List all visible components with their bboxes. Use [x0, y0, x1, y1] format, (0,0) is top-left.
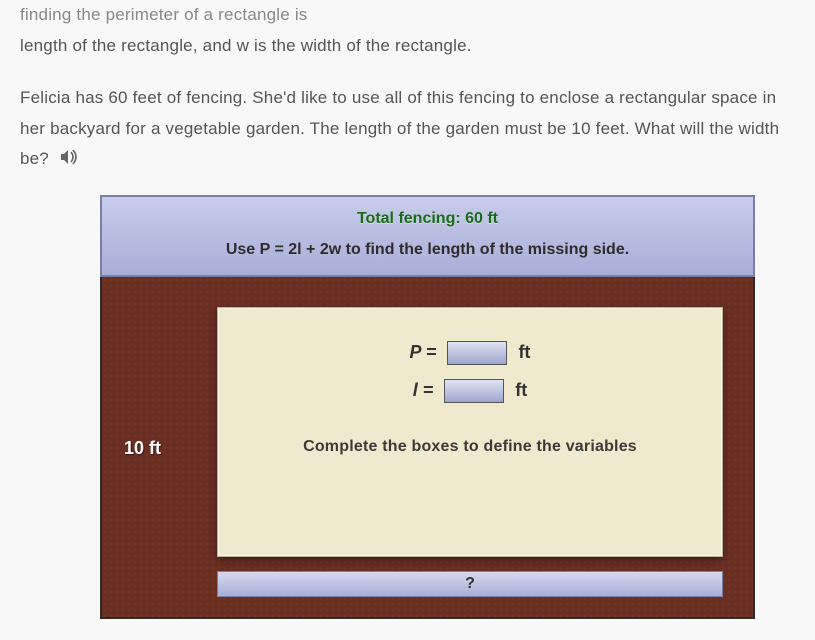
- p-unit: ft: [518, 342, 530, 362]
- problem-paragraph-2-text: Felicia has 60 feet of fencing. She'd li…: [20, 88, 779, 168]
- p-label: P =: [410, 342, 437, 362]
- problem-text: finding the perimeter of a rectangle is …: [20, 0, 795, 175]
- l-unit: ft: [515, 380, 527, 400]
- widget-header: Total fencing: 60 ft Use P = 2l + 2w to …: [100, 195, 755, 277]
- unknown-side-bar: ?: [217, 571, 723, 597]
- problem-paragraph-2: Felicia has 60 feet of fencing. She'd li…: [20, 88, 779, 168]
- unknown-side-label: ?: [465, 575, 475, 592]
- equation-row-p: P = ft: [242, 336, 698, 368]
- equation-row-l: l = ft: [242, 374, 698, 406]
- panel-instruction: Complete the boxes to define the variabl…: [242, 433, 698, 462]
- equation-block: P = ft l = ft: [242, 336, 698, 407]
- l-label: l =: [413, 380, 434, 400]
- partial-cutoff-line: finding the perimeter of a rectangle is: [20, 0, 795, 31]
- side-length-label: 10 ft: [124, 432, 161, 464]
- widget-header-subtitle: Use P = 2l + 2w to find the length of th…: [114, 236, 741, 265]
- widget-body: 10 ft P = ft l = ft Complete the boxes t…: [100, 277, 755, 619]
- widget-header-title: Total fencing: 60 ft: [114, 205, 741, 234]
- audio-icon[interactable]: [60, 145, 80, 176]
- p-input[interactable]: [447, 341, 507, 365]
- interactive-widget: Total fencing: 60 ft Use P = 2l + 2w to …: [100, 195, 755, 619]
- l-input[interactable]: [444, 379, 504, 403]
- problem-line-1: length of the rectangle, and w is the wi…: [20, 31, 795, 62]
- answer-panel: P = ft l = ft Complete the boxes to defi…: [217, 307, 723, 557]
